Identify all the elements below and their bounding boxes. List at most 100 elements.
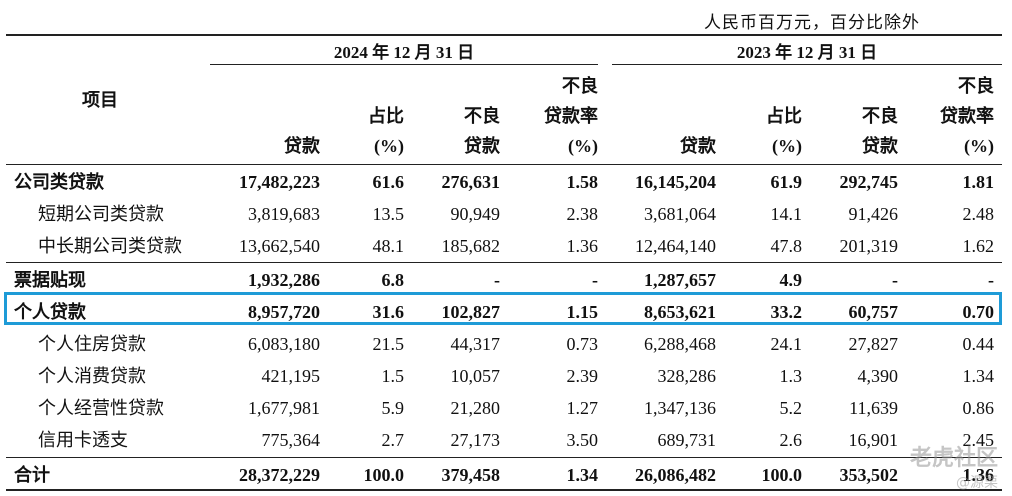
cell-share-2024: 5.9 — [381, 398, 405, 418]
header-npl-2024-l2: 贷款 — [464, 136, 500, 156]
period-2023-title: 2023 年 12 月 31 日 — [736, 43, 878, 62]
period-2024-title: 2024 年 12 月 31 日 — [333, 43, 475, 62]
cell-loan-2024: 28,372,229 — [239, 465, 320, 485]
cell-nplr-2023: 0.44 — [962, 334, 995, 354]
table-row: 合计 28,372,229 100.0 379,458 1.34 26,086,482 10… — [6, 459, 1002, 491]
table-row: 个人住房贷款 6,083,180 21.5 44,317 0.73 6,288,468 24… — [6, 328, 1002, 360]
table-row: 中长期公司类贷款 13,662,540 48.1 185,682 1.36 12,464,… — [6, 230, 1002, 262]
cell-nplr-2024: 1.15 — [566, 302, 599, 322]
table-row: 短期公司类贷款 3,819,683 13.5 90,949 2.38 3,681,064 1… — [6, 198, 1002, 230]
cell-nplr-2024: 2.39 — [566, 366, 599, 386]
cell-loan-2024: 3,819,683 — [248, 204, 320, 224]
header-bottom-rule — [6, 164, 1002, 165]
cell-share-2024: 31.6 — [372, 302, 405, 322]
cell-share-2023: 4.9 — [779, 270, 803, 290]
cell-loan-2023: 3,681,064 — [644, 204, 716, 224]
header-npl-2023-l1: 不良 — [862, 106, 898, 126]
header-item: 项目 — [82, 90, 118, 110]
row-label: 中长期公司类贷款 — [38, 236, 182, 256]
cell-share-2024: 2.7 — [381, 430, 405, 450]
header-nplr-2024-l2: 贷款率 — [544, 106, 598, 126]
cell-share-2023: 1.3 — [779, 366, 803, 386]
row-label: 信用卡透支 — [38, 430, 128, 450]
cell-nplr-2024: 1.34 — [566, 465, 599, 485]
cell-nplr-2024: 1.27 — [566, 398, 599, 418]
cell-share-2024: 1.5 — [381, 366, 405, 386]
cell-share-2023: 47.8 — [770, 236, 803, 256]
table-row: 个人消费贷款 421,195 1.5 10,057 2.39 328,286 1.3 4,39… — [6, 360, 1002, 392]
header-loan-2024: 贷款 — [284, 136, 320, 156]
cell-loan-2023: 12,464,140 — [635, 236, 716, 256]
cell-loan-2024: 775,364 — [261, 430, 321, 450]
cell-npl-2024: 379,458 — [441, 465, 501, 485]
rule-before-bill — [6, 262, 1002, 263]
cell-nplr-2023: 1.62 — [962, 236, 995, 256]
header-npl-2024-l1: 不良 — [464, 106, 500, 126]
cell-loan-2024: 421,195 — [261, 366, 321, 386]
cell-loan-2023: 26,086,482 — [635, 465, 716, 485]
cell-loan-2023: 6,288,468 — [644, 334, 716, 354]
cell-nplr-2023: - — [988, 270, 994, 290]
header-share-2024-l1: 占比 — [368, 106, 404, 126]
cell-share-2024: 61.6 — [372, 172, 405, 192]
cell-npl-2024: 21,280 — [450, 398, 501, 418]
cell-nplr-2024: 2.38 — [566, 204, 599, 224]
cell-npl-2024: 102,827 — [441, 302, 501, 322]
row-label: 短期公司类贷款 — [38, 204, 164, 224]
cell-npl-2023: 27,827 — [848, 334, 899, 354]
cell-share-2024: 48.1 — [372, 236, 405, 256]
cell-share-2023: 24.1 — [770, 334, 803, 354]
cell-loan-2023: 328,286 — [657, 366, 717, 386]
row-label: 公司类贷款 — [14, 172, 104, 192]
cell-npl-2023: 91,426 — [848, 204, 899, 224]
cell-npl-2023: 4,390 — [857, 366, 899, 386]
table-row: 信用卡透支 775,364 2.7 27,173 3.50 689,731 2.6 16,90… — [6, 424, 1002, 456]
cell-npl-2023: 11,639 — [849, 398, 898, 418]
cell-share-2023: 14.1 — [770, 204, 803, 224]
cell-npl-2024: 90,949 — [450, 204, 501, 224]
top-rule — [6, 34, 1002, 36]
header-nplr-2023-l1: 不良 — [958, 76, 994, 96]
cell-share-2023: 5.2 — [779, 398, 803, 418]
cell-npl-2024: - — [494, 270, 500, 290]
cell-npl-2024: 44,317 — [450, 334, 501, 354]
cell-nplr-2024: 3.50 — [566, 430, 599, 450]
table-row: 票据贴现 1,932,286 6.8 - - 1,287,657 4.9 - - — [6, 264, 1002, 296]
cell-npl-2023: 16,901 — [848, 430, 899, 450]
row-label: 个人贷款 — [14, 302, 86, 322]
header-nplr-2024-l1: 不良 — [562, 76, 598, 96]
cell-nplr-2024: 1.58 — [566, 172, 599, 192]
cell-nplr-2023: 1.36 — [962, 465, 995, 485]
cell-npl-2023: - — [892, 270, 898, 290]
cell-nplr-2023: 1.34 — [962, 366, 995, 386]
cell-npl-2023: 292,745 — [839, 172, 899, 192]
cell-loan-2024: 1,932,286 — [248, 270, 320, 290]
cell-share-2023: 61.9 — [770, 172, 803, 192]
cell-loan-2023: 8,653,621 — [644, 302, 716, 322]
header-loan-2023: 贷款 — [680, 136, 716, 156]
cell-loan-2023: 16,145,204 — [635, 172, 716, 192]
period-2024-underline — [210, 64, 598, 65]
watermark-sub: @源​栗 — [956, 475, 998, 491]
period-2023-underline — [612, 64, 1002, 65]
row-label: 个人住房贷款 — [38, 334, 146, 354]
table-row: 公司类贷款 17,482,223 61.6 276,631 1.58 16,145,204… — [6, 166, 1002, 198]
table-row: 个人贷款 8,957,720 31.6 102,827 1.15 8,653,621 33.… — [6, 296, 1002, 328]
header-share-2023-l2: (%) — [772, 136, 802, 156]
cell-npl-2023: 201,319 — [839, 236, 899, 256]
row-label: 合计 — [14, 465, 50, 485]
cell-share-2024: 6.8 — [381, 270, 405, 290]
bottom-rule — [6, 489, 1002, 491]
cell-nplr-2023: 2.45 — [962, 430, 995, 450]
watermark-main: 老虎社区 — [909, 446, 998, 471]
row-label: 个人经营性贷款 — [38, 398, 164, 418]
cell-npl-2023: 60,757 — [848, 302, 899, 322]
cell-share-2023: 2.6 — [779, 430, 803, 450]
cell-loan-2024: 17,482,223 — [239, 172, 320, 192]
header-npl-2023-l2: 贷款 — [862, 136, 898, 156]
cell-nplr-2023: 1.81 — [962, 172, 995, 192]
cell-loan-2024: 1,677,981 — [248, 398, 320, 418]
cell-npl-2023: 353,502 — [839, 465, 899, 485]
cell-nplr-2023: 2.48 — [962, 204, 995, 224]
cell-loan-2023: 1,347,136 — [644, 398, 716, 418]
